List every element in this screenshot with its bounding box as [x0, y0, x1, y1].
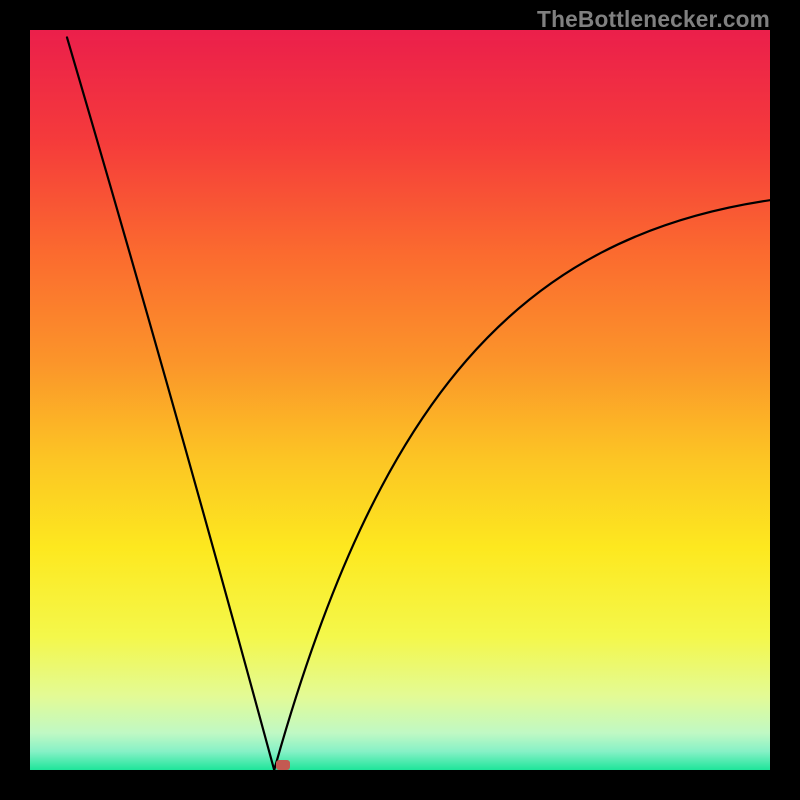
watermark-text: TheBottlenecker.com — [537, 6, 770, 33]
optimal-point-marker — [276, 760, 290, 770]
chart-stage: TheBottlenecker.com — [0, 0, 800, 800]
bottleneck-gradient-background — [30, 30, 770, 770]
